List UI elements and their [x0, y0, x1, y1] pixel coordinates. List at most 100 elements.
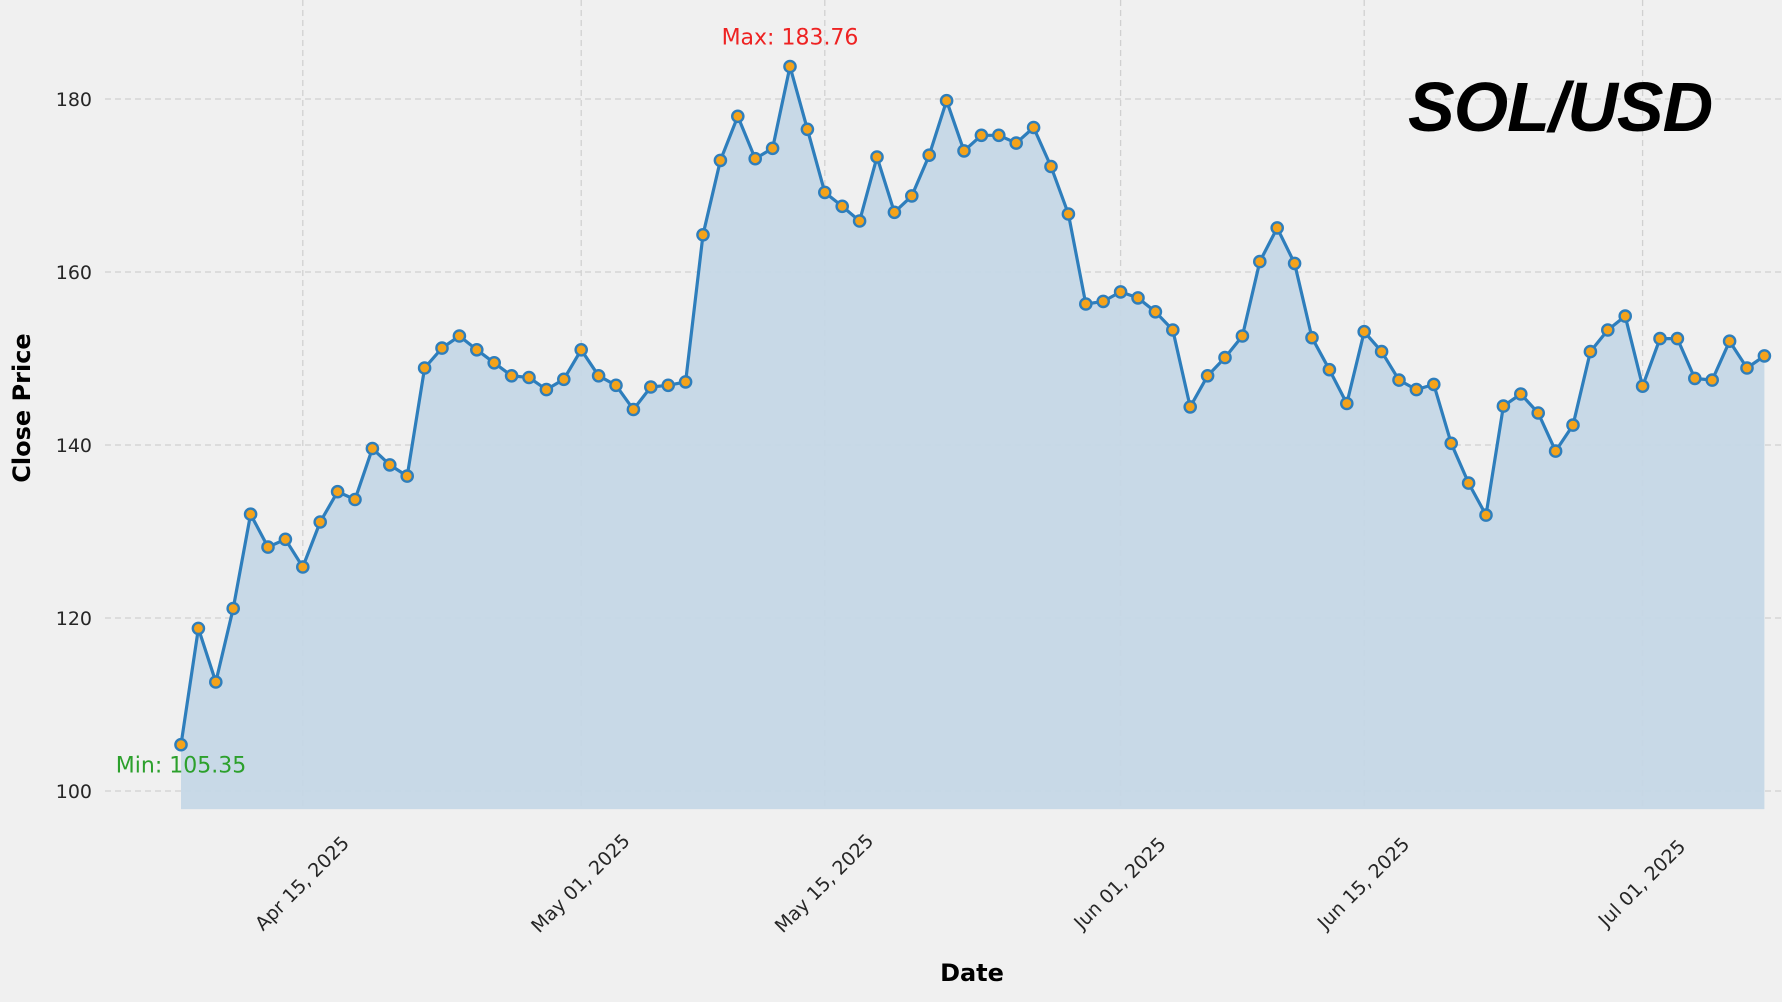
data-point — [887, 205, 902, 220]
data-point — [330, 484, 345, 499]
data-point — [1131, 291, 1145, 305]
data-point — [295, 560, 310, 574]
y-axis-ticks: 100 120 140 160 180 — [56, 89, 92, 803]
data-point — [1253, 254, 1267, 269]
data-point — [1566, 418, 1580, 432]
data-point — [713, 153, 728, 168]
data-point — [1166, 323, 1180, 337]
data-point — [1322, 362, 1337, 377]
data-point — [626, 402, 641, 417]
data-point — [818, 185, 832, 200]
data-point — [313, 515, 328, 529]
area-fill — [181, 66, 1765, 810]
data-point-markers — [174, 59, 1772, 752]
data-point — [1531, 406, 1545, 420]
data-point — [435, 341, 449, 355]
data-point — [1461, 476, 1476, 490]
data-point — [835, 199, 850, 214]
y-tick-label: 100 — [56, 781, 92, 803]
data-point — [1705, 373, 1719, 387]
y-tick-label: 120 — [56, 608, 92, 630]
data-point — [731, 109, 745, 124]
data-point — [1374, 344, 1389, 359]
data-point — [1444, 436, 1458, 451]
data-point — [1340, 396, 1354, 411]
x-tick-label: Jun 15, 2025 — [1313, 833, 1414, 934]
data-point — [765, 141, 780, 156]
data-point — [1096, 294, 1110, 309]
x-tick-label: May 15, 2025 — [771, 830, 878, 937]
data-point — [1079, 297, 1093, 311]
data-point — [1514, 387, 1528, 401]
y-axis-label: Close Price — [8, 333, 36, 482]
y-tick-label: 180 — [56, 89, 92, 111]
data-point — [1357, 324, 1371, 339]
data-point — [348, 492, 362, 507]
data-point — [1148, 304, 1163, 319]
data-point — [1113, 285, 1128, 299]
data-point — [1409, 382, 1424, 397]
max-annotation: Max: 183.76 — [722, 25, 859, 50]
data-point — [1305, 330, 1319, 345]
data-point — [939, 93, 954, 108]
data-point — [417, 361, 432, 375]
data-point — [591, 368, 606, 383]
data-point — [261, 540, 275, 554]
data-point — [1688, 371, 1702, 386]
data-point — [1200, 368, 1215, 383]
x-axis-ticks: Apr 15, 2025 May 01, 2025 May 15, 2025 Jun … — [251, 830, 1690, 937]
data-point — [1287, 256, 1302, 271]
data-point — [905, 189, 919, 203]
data-point — [748, 151, 763, 166]
data-point — [800, 122, 815, 137]
data-point — [382, 458, 397, 472]
data-point — [1548, 444, 1563, 458]
data-point — [278, 532, 293, 547]
data-point — [1740, 361, 1754, 375]
data-point — [1618, 309, 1632, 323]
data-point — [696, 227, 710, 242]
data-point — [226, 601, 240, 616]
x-axis-label: Date — [940, 959, 1004, 987]
y-tick-label: 160 — [56, 262, 92, 284]
data-point — [678, 375, 693, 389]
data-point — [1392, 373, 1406, 387]
min-annotation: Min: 105.35 — [116, 754, 246, 779]
chart-title: SOL/USD — [1408, 68, 1713, 146]
data-point — [574, 342, 589, 357]
data-point — [400, 469, 415, 483]
data-point — [974, 128, 989, 143]
data-point — [1722, 334, 1737, 349]
y-tick-label: 140 — [56, 435, 92, 457]
data-point — [452, 329, 467, 343]
data-point — [365, 441, 380, 456]
data-point — [1218, 350, 1232, 365]
x-tick-label: Apr 15, 2025 — [251, 832, 354, 935]
data-point — [1496, 399, 1511, 413]
data-point — [1427, 377, 1441, 392]
x-tick-label: Jun 01, 2025 — [1069, 833, 1170, 934]
data-point — [1009, 136, 1024, 150]
data-point — [609, 378, 623, 393]
data-point — [1183, 400, 1197, 414]
data-point — [1653, 331, 1667, 346]
data-point — [1061, 207, 1076, 221]
data-point — [992, 128, 1006, 143]
data-point — [174, 737, 188, 752]
x-tick-label: Jul 01, 2025 — [1594, 836, 1691, 933]
data-point — [644, 380, 658, 394]
x-tick-label: May 01, 2025 — [527, 830, 634, 937]
data-point — [191, 621, 206, 636]
data-point — [957, 144, 971, 158]
data-point — [1479, 508, 1493, 522]
data-point — [922, 148, 937, 162]
data-point — [852, 214, 867, 228]
data-point — [1601, 323, 1615, 337]
data-point — [1044, 159, 1058, 174]
data-point — [557, 372, 571, 387]
data-point — [661, 378, 676, 393]
data-point — [487, 355, 502, 370]
data-point — [1270, 221, 1284, 235]
data-point — [1026, 120, 1041, 135]
